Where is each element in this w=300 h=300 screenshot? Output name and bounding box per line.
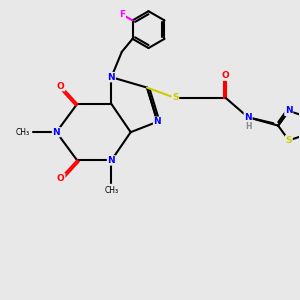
Text: O: O	[57, 174, 65, 183]
Text: N: N	[107, 73, 115, 82]
Text: F: F	[119, 10, 125, 19]
Text: N: N	[107, 156, 115, 165]
Text: S: S	[172, 94, 178, 103]
Text: O: O	[57, 82, 65, 91]
Text: N: N	[244, 113, 252, 122]
Text: CH₃: CH₃	[104, 186, 118, 195]
Text: S: S	[286, 136, 292, 145]
Text: H: H	[245, 122, 251, 131]
Text: N: N	[154, 117, 161, 126]
Text: N: N	[285, 106, 292, 116]
Text: O: O	[222, 71, 230, 80]
Text: CH₃: CH₃	[16, 128, 30, 137]
Text: N: N	[52, 128, 60, 137]
